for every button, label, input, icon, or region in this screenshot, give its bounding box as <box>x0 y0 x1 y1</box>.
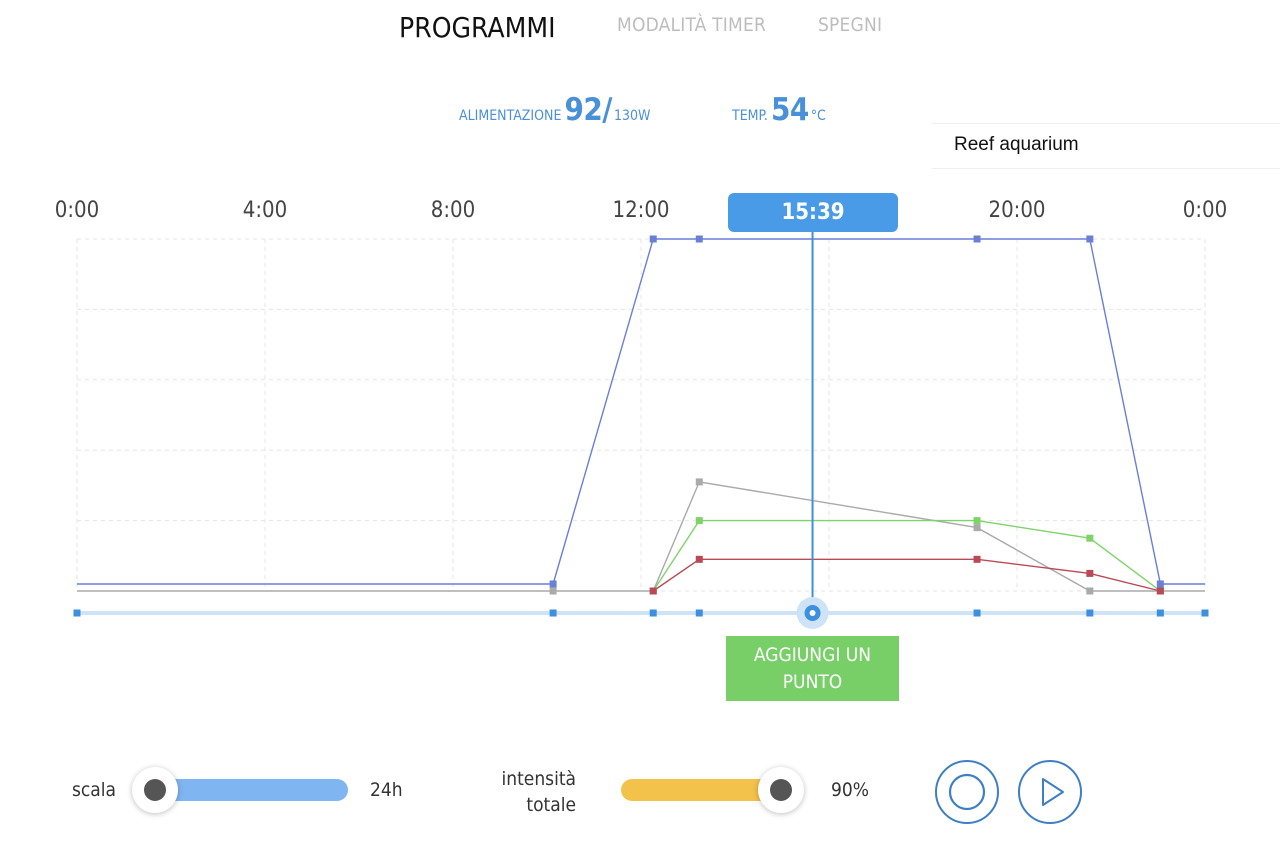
control-point[interactable] <box>695 609 703 617</box>
hour-label-24: 0:00 <box>1182 198 1228 223</box>
temp-readout: TEMP. 54 °C <box>732 92 826 128</box>
series-point-3[interactable] <box>1086 569 1094 577</box>
intensity-value: 90% <box>831 779 869 801</box>
play-icon <box>1042 778 1064 806</box>
status-bar: ALIMENTAZIONE 92/ 130W TEMP. 54 °C <box>0 88 1280 128</box>
scale-slider-track[interactable] <box>155 779 348 801</box>
intensity-label-line1: intensità <box>501 768 576 790</box>
add-point-label-line1: AGGIUNGI UN <box>753 644 872 666</box>
hour-label-20: 20:00 <box>988 198 1046 223</box>
circle-icon <box>948 773 986 811</box>
series-point-3[interactable] <box>1156 587 1164 595</box>
series-line-0 <box>77 238 1205 585</box>
control-point[interactable] <box>549 609 557 617</box>
series-point-0[interactable] <box>549 580 557 588</box>
series-point-1[interactable] <box>549 587 557 595</box>
temp-label: TEMP. <box>732 108 768 124</box>
scale-label: scala <box>72 779 117 801</box>
intensity-label: intensità totale <box>476 766 576 818</box>
intensity-label-line2: totale <box>526 794 576 816</box>
add-point-label-line2: PUNTO <box>782 671 843 693</box>
series-point-0[interactable] <box>695 235 703 243</box>
control-point[interactable] <box>1086 609 1094 617</box>
hour-label-0: 0:00 <box>54 198 100 223</box>
series-point-1[interactable] <box>695 478 703 486</box>
tab-modalita-timer[interactable]: MODALITÀ TIMER <box>617 14 767 36</box>
series-point-0[interactable] <box>649 235 657 243</box>
power-readout: ALIMENTAZIONE 92/ 130W <box>459 92 650 128</box>
scale-value: 24h <box>370 779 403 801</box>
series-point-0[interactable] <box>1156 580 1164 588</box>
power-label: ALIMENTAZIONE <box>459 108 562 124</box>
hour-label-8: 8:00 <box>430 198 476 223</box>
intensity-slider-track[interactable] <box>621 779 791 801</box>
hour-label-12: 12:00 <box>612 198 670 223</box>
control-point[interactable] <box>73 609 81 617</box>
series-point-1[interactable] <box>973 524 981 532</box>
power-unit: 130W <box>613 108 651 124</box>
record-button[interactable] <box>935 760 999 824</box>
series-point-3[interactable] <box>973 555 981 563</box>
series-line-2 <box>652 519 1161 592</box>
control-point[interactable] <box>1201 609 1209 617</box>
temp-value: 54 <box>770 92 809 128</box>
control-point[interactable] <box>1156 609 1164 617</box>
series-point-3[interactable] <box>695 555 703 563</box>
add-point-button[interactable]: AGGIUNGI UN PUNTO <box>726 636 899 701</box>
scale-slider-knob[interactable] <box>132 767 178 813</box>
series-line-1 <box>77 481 1205 592</box>
series-point-2[interactable] <box>695 517 703 525</box>
intensity-slider-knob[interactable] <box>758 767 804 813</box>
temp-unit: °C <box>810 108 826 124</box>
profile-selector[interactable]: Reef aquarium <box>932 123 1280 169</box>
tab-spegni[interactable]: SPEGNI <box>818 14 883 36</box>
control-point[interactable] <box>649 609 657 617</box>
series-point-3[interactable] <box>649 587 657 595</box>
power-value: 92/ <box>564 92 612 128</box>
series-point-0[interactable] <box>1086 235 1094 243</box>
tab-programmi[interactable]: PROGRAMMI <box>399 11 556 44</box>
play-button[interactable] <box>1018 760 1082 824</box>
series-line-3 <box>652 558 1161 592</box>
hour-label-4: 4:00 <box>242 198 288 223</box>
series-point-1[interactable] <box>1086 587 1094 595</box>
series-point-2[interactable] <box>973 517 981 525</box>
profile-name: Reef aquarium <box>954 134 1079 155</box>
top-tabs: PROGRAMMI MODALITÀ TIMER SPEGNI <box>0 0 1280 64</box>
current-time-handle-center <box>809 610 816 616</box>
series-point-2[interactable] <box>1086 534 1094 542</box>
control-point[interactable] <box>973 609 981 617</box>
current-time-badge[interactable]: 15:39 <box>728 193 898 232</box>
series-point-0[interactable] <box>973 235 981 243</box>
